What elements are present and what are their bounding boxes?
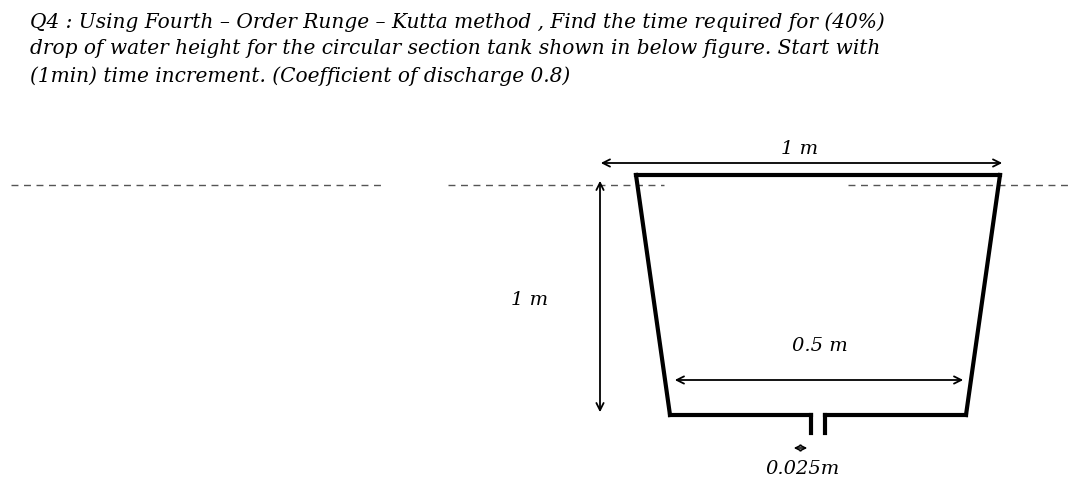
Text: 0.5 m: 0.5 m <box>792 337 848 355</box>
Text: 0.025m: 0.025m <box>766 460 840 478</box>
Text: 1 m: 1 m <box>782 140 819 158</box>
Text: 1 m: 1 m <box>511 291 548 309</box>
Text: Q4 : Using Fourth – Order Runge – Kutta method , Find the time required for (40%: Q4 : Using Fourth – Order Runge – Kutta … <box>30 12 885 86</box>
